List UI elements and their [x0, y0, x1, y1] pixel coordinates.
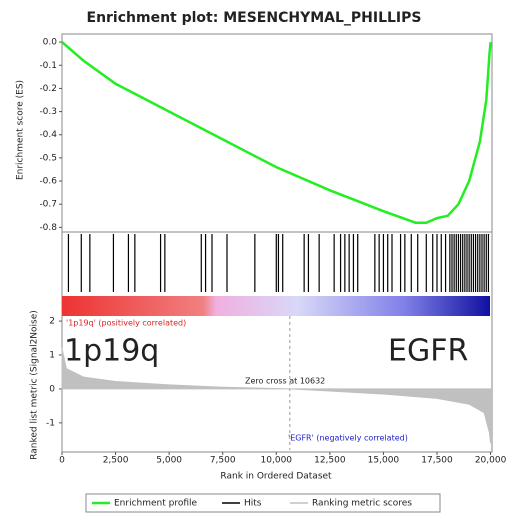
- y2-tick-label: 2: [49, 317, 55, 327]
- y-axis-label: Enrichment score (ES): [16, 80, 26, 180]
- x-tick-label: 12,500: [314, 456, 346, 466]
- y-tick-label: -0.8: [39, 223, 57, 233]
- y2-tick-label: 0: [49, 384, 55, 394]
- x-tick-label: 15,000: [368, 456, 400, 466]
- chart-title: Enrichment plot: MESENCHYMAL_PHILLIPS: [87, 10, 422, 26]
- annotation: Zero cross at 10632: [245, 377, 325, 386]
- legend-label: Ranking metric scores: [312, 499, 412, 509]
- x-tick-label: 7,500: [210, 456, 236, 466]
- x-tick-label: 2,500: [103, 456, 129, 466]
- y-tick-label: -0.3: [39, 107, 57, 117]
- legend-label: Enrichment profile: [114, 499, 198, 509]
- annotation: 1p19q: [64, 334, 159, 369]
- x-tick-label: 5,000: [156, 456, 182, 466]
- x-tick-label: 17,500: [421, 456, 453, 466]
- y2-tick-label: -1: [46, 418, 55, 428]
- x-tick-label: 10,000: [261, 456, 293, 466]
- y2-tick-label: 1: [49, 351, 55, 361]
- x-axis-label: Rank in Ordered Dataset: [220, 472, 332, 482]
- y-tick-label: 0.0: [43, 38, 58, 48]
- legend: [85, 493, 441, 513]
- y-tick-label: -0.2: [39, 84, 57, 94]
- enrichment-line: [61, 41, 492, 224]
- legend-label: Hits: [244, 499, 262, 509]
- y-tick-label: -0.6: [39, 177, 57, 187]
- x-tick-label: 20,000: [475, 456, 506, 466]
- annotation: EGFR: [388, 334, 468, 369]
- y-tick-label: -0.7: [39, 200, 57, 210]
- y-tick-label: -0.4: [39, 130, 57, 140]
- metric-area: [61, 348, 492, 444]
- color-bar: [62, 296, 490, 316]
- y2-axis-label: Ranked list metric (Signal2Noise): [30, 310, 40, 460]
- annotation: 'EGFR' (negatively correlated): [288, 434, 408, 443]
- x-tick-label: 0: [59, 456, 65, 466]
- annotation: '1p19q' (positively correlated): [66, 319, 186, 328]
- y-tick-label: -0.1: [39, 61, 57, 71]
- y-tick-label: -0.5: [39, 153, 57, 163]
